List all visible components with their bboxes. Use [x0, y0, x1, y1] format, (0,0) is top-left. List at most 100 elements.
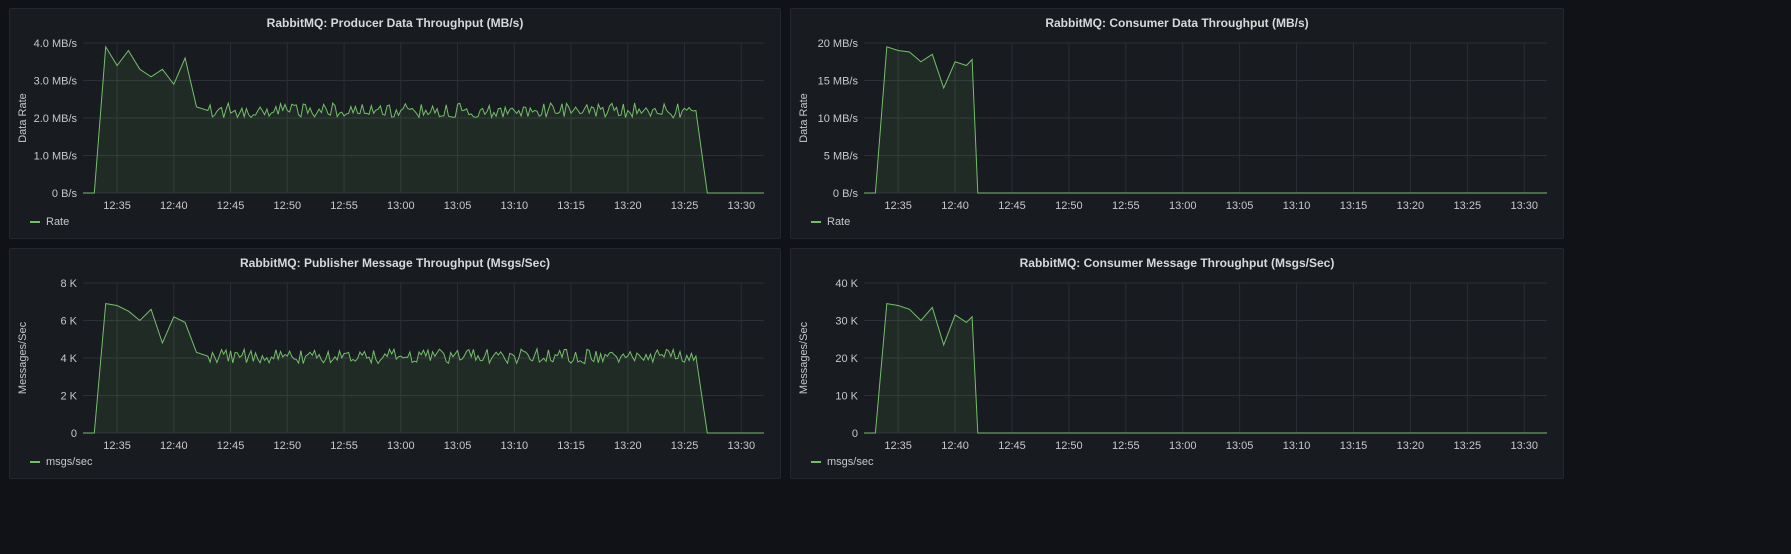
x-tick-label: 12:50 [274, 200, 302, 212]
x-tick-label: 13:00 [387, 200, 415, 212]
x-tick-label: 12:50 [1055, 440, 1083, 452]
x-tick-label: 13:10 [501, 200, 529, 212]
x-tick-label: 12:55 [1112, 200, 1140, 212]
y-tick-label: 2 K [60, 391, 77, 403]
x-tick-label: 13:30 [728, 200, 756, 212]
legend-label: msgs/sec [46, 456, 93, 468]
x-tick-label: 13:25 [1454, 200, 1482, 212]
y-tick-label: 40 K [835, 278, 858, 290]
y-tick-label: 0 [71, 428, 77, 440]
y-axis-label: Data Rate [798, 93, 810, 143]
x-tick-label: 13:25 [671, 200, 699, 212]
panel-consumer-data-throughput: RabbitMQ: Consumer Data Throughput (MB/s… [790, 8, 1564, 239]
y-tick-label: 15 MB/s [818, 76, 859, 88]
chart-area: 0 B/s 1.0 MB/s 2.0 MB/s 3.0 MB/s 4.0 MB/s 12:… [17, 38, 764, 212]
y-tick-label: 0 B/s [52, 188, 78, 200]
x-tick-label: 13:15 [1340, 440, 1368, 452]
legend[interactable]: Rate [30, 216, 69, 228]
legend-swatch-icon [811, 221, 821, 223]
y-tick-label: 1.0 MB/s [34, 151, 78, 163]
series-line [864, 303, 1547, 434]
y-tick-label: 5 MB/s [824, 151, 859, 163]
panel-producer-data-throughput: RabbitMQ: Producer Data Throughput (MB/s… [9, 8, 781, 239]
x-tick-label: 13:15 [1340, 200, 1368, 212]
x-tick-label: 13:05 [444, 200, 472, 212]
x-tick-label: 13:05 [1226, 200, 1254, 212]
x-tick-label: 12:55 [330, 440, 358, 452]
x-tick-label: 12:50 [1055, 200, 1083, 212]
x-tick-label: 12:35 [103, 440, 131, 452]
y-axis-label: Data Rate [17, 93, 29, 143]
y-tick-label: 2.0 MB/s [34, 113, 78, 125]
chart-area: 0 10 K 20 K 30 K 40 K 12:35 12:40 12:45 12:50 12:… [798, 278, 1547, 452]
x-tick-label: 13:20 [614, 200, 642, 212]
y-tick-label: 6 K [60, 316, 77, 328]
x-tick-label: 13:15 [557, 200, 585, 212]
y-tick-label: 8 K [60, 278, 77, 290]
panel-title[interactable]: RabbitMQ: Publisher Message Throughput (… [239, 256, 551, 270]
legend-label: Rate [827, 216, 851, 228]
legend[interactable]: msgs/sec [30, 456, 92, 468]
panel-title[interactable]: RabbitMQ: Consumer Data Throughput (MB/s… [1045, 16, 1309, 30]
y-tick-label: 4.0 MB/s [34, 38, 78, 50]
y-tick-label: 10 MB/s [818, 113, 859, 125]
x-tick-label: 13:10 [1283, 440, 1311, 452]
y-tick-label: 0 B/s [833, 188, 859, 200]
chart-area: 0 B/s 5 MB/s 10 MB/s 15 MB/s 20 MB/s 12:35 12:… [798, 38, 1547, 212]
x-tick-label: 13:10 [501, 440, 529, 452]
x-tick-label: 12:55 [330, 200, 358, 212]
series-line [864, 46, 1547, 194]
x-tick-label: 13:20 [1397, 440, 1425, 452]
legend[interactable]: Rate [811, 216, 850, 228]
x-tick-label: 12:45 [217, 200, 245, 212]
x-tick-label: 13:05 [1226, 440, 1254, 452]
x-tick-label: 13:00 [1169, 200, 1197, 212]
x-tick-label: 12:35 [103, 200, 131, 212]
x-tick-label: 12:40 [941, 200, 969, 212]
legend-label: msgs/sec [827, 456, 874, 468]
x-tick-label: 12:40 [941, 440, 969, 452]
legend-swatch-icon [30, 461, 40, 463]
y-axis-label: Messages/Sec [17, 321, 29, 394]
y-tick-label: 30 K [835, 316, 858, 328]
x-tick-label: 13:05 [444, 440, 472, 452]
y-tick-label: 4 K [60, 353, 77, 365]
x-tick-label: 13:15 [557, 440, 585, 452]
series-area [864, 46, 1547, 193]
x-tick-label: 12:45 [998, 440, 1026, 452]
series-line [83, 45, 764, 194]
x-tick-label: 12:45 [217, 440, 245, 452]
panel-title[interactable]: RabbitMQ: Consumer Message Throughput (M… [1019, 256, 1335, 270]
series-area [83, 46, 764, 193]
legend-label: Rate [46, 216, 70, 228]
x-tick-label: 13:30 [1510, 440, 1538, 452]
y-tick-label: 10 K [835, 391, 858, 403]
series-area [864, 303, 1547, 433]
x-tick-label: 12:50 [274, 440, 302, 452]
legend-swatch-icon [811, 461, 821, 463]
series-area [83, 303, 764, 433]
x-tick-label: 12:45 [998, 200, 1026, 212]
y-tick-label: 20 MB/s [818, 38, 859, 50]
x-tick-label: 12:40 [160, 200, 188, 212]
x-tick-label: 13:25 [671, 440, 699, 452]
panel-title[interactable]: RabbitMQ: Producer Data Throughput (MB/s… [266, 16, 524, 30]
panel-publisher-message-throughput: RabbitMQ: Publisher Message Throughput (… [9, 248, 781, 479]
y-tick-label: 20 K [835, 353, 858, 365]
y-tick-label: 3.0 MB/s [34, 76, 78, 88]
x-tick-label: 12:35 [884, 440, 912, 452]
chart-area: 0 2 K 4 K 6 K 8 K 12:35 12:40 12:45 12:50 12:55 13… [17, 278, 764, 452]
legend[interactable]: msgs/sec [811, 456, 873, 468]
y-tick-label: 0 [852, 428, 858, 440]
x-tick-label: 13:10 [1283, 200, 1311, 212]
x-tick-label: 12:55 [1112, 440, 1140, 452]
x-tick-label: 13:00 [387, 440, 415, 452]
x-tick-label: 13:30 [1510, 200, 1538, 212]
x-tick-label: 12:40 [160, 440, 188, 452]
x-tick-label: 12:35 [884, 200, 912, 212]
series-line [83, 303, 764, 434]
x-tick-label: 13:20 [1397, 200, 1425, 212]
x-tick-label: 13:30 [728, 440, 756, 452]
panel-consumer-message-throughput: RabbitMQ: Consumer Message Throughput (M… [790, 248, 1564, 479]
x-tick-label: 13:25 [1454, 440, 1482, 452]
